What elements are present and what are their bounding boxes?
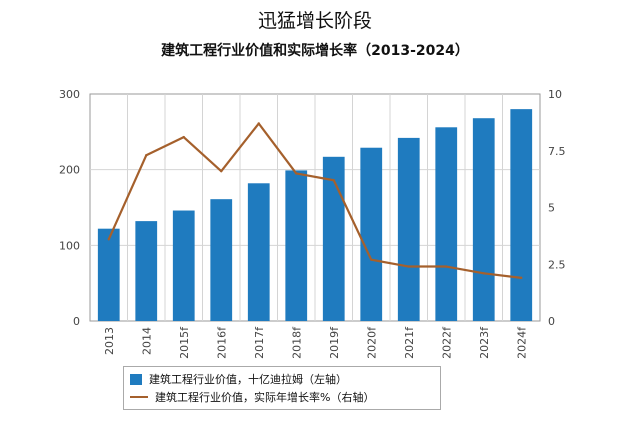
line-point [257, 122, 260, 125]
line-point [407, 265, 410, 268]
y-right-tick-label: 7.5 [548, 145, 566, 158]
line-point [145, 154, 148, 157]
bar [435, 127, 458, 321]
y-left-tick-label: 100 [59, 239, 80, 252]
line-point [220, 169, 223, 173]
legend: 建筑工程行业价值，十亿迪拉姆（左轴） 建筑工程行业价值，实际年增长率%（右轴） [123, 366, 441, 410]
line-point [445, 265, 448, 268]
x-tick-label: 2014 [140, 327, 153, 355]
bar [322, 156, 345, 321]
legend-item-line: 建筑工程行业价值，实际年增长率%（右轴） [130, 388, 434, 406]
x-tick-label: 2022f [440, 326, 453, 359]
bar [97, 228, 120, 321]
bar [360, 147, 383, 321]
headline: 迅猛增长阶段 [257, 10, 372, 32]
y-right-tick-label: 10 [548, 88, 562, 101]
x-tick-label: 2016f [215, 326, 228, 359]
x-tick-label: 2013 [103, 327, 116, 355]
y-right-tick-label: 2.5 [548, 258, 566, 271]
y-left-tick-label: 0 [73, 315, 80, 328]
y-left-tick-label: 300 [59, 88, 80, 101]
bar [135, 221, 158, 321]
bar [285, 170, 308, 321]
x-tick-label: 2023f [478, 326, 491, 359]
line-point [482, 272, 485, 275]
legend-bar-swatch [130, 373, 142, 385]
line-point [182, 135, 185, 139]
x-tick-label: 2021f [403, 326, 416, 359]
x-tick-label: 2024f [515, 326, 528, 359]
x-tick-label: 2018f [290, 326, 303, 359]
x-tick-label: 2019f [328, 326, 341, 359]
line-point [107, 238, 110, 241]
y-right-tick-label: 5 [548, 202, 555, 215]
line-point [332, 179, 335, 182]
bar [397, 137, 420, 321]
legend-bar-label: 建筑工程行业价值，十亿迪拉姆（左轴） [149, 373, 347, 386]
legend-line-label: 建筑工程行业价值，实际年增长率%（右轴） [155, 391, 375, 404]
chart-title: 建筑工程行业价值和实际增长率（2013-2024） [161, 43, 469, 59]
x-tick-label: 2017f [253, 326, 266, 359]
y-right-tick-label: 0 [548, 315, 555, 328]
line-point [295, 172, 298, 175]
bar [472, 118, 495, 321]
x-tick-label: 2015f [178, 326, 191, 359]
bar [172, 210, 195, 321]
x-tick-label: 2020f [365, 326, 378, 359]
bar [247, 183, 270, 321]
growth-line [107, 122, 522, 279]
legend-line-swatch [130, 396, 148, 398]
legend-item-bar: 建筑工程行业价值，十亿迪拉姆（左轴） [130, 370, 434, 388]
bar [510, 109, 533, 321]
y-left-tick-label: 200 [59, 164, 80, 177]
line-point [520, 276, 523, 280]
bar [210, 199, 233, 321]
line-point [370, 258, 373, 261]
